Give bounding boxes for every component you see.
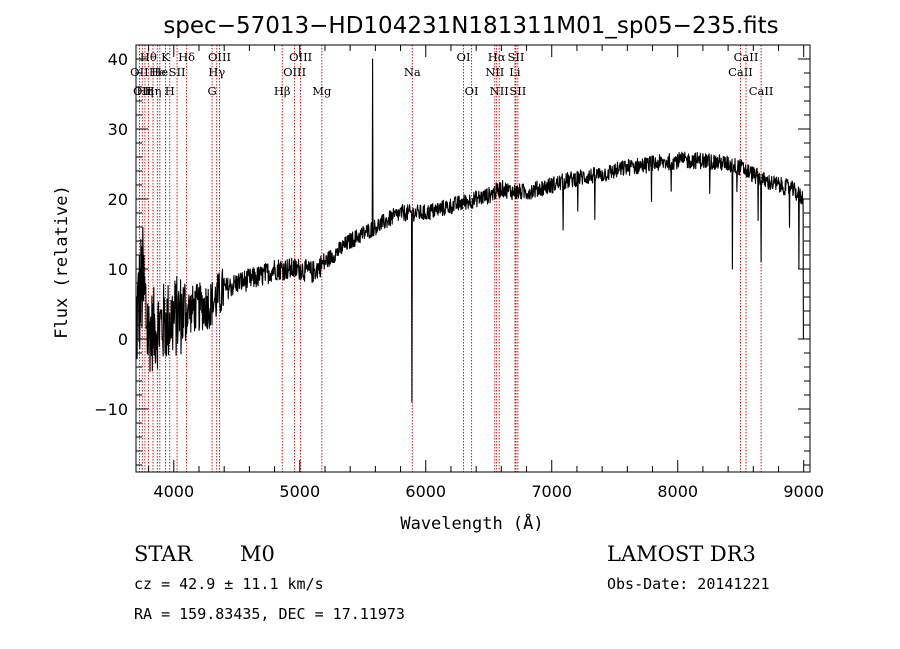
spectral-line-markers <box>138 45 762 472</box>
x-tick-label-5: 9000 <box>783 482 824 501</box>
redshift-velocity: cz = 42.9 ± 11.1 km/s <box>134 575 324 593</box>
spectral-line-label-5: He <box>149 65 166 79</box>
spectral-line-label-12: Hγ <box>208 65 225 79</box>
y-axis-ticks: −10 0 10 20 30 40 <box>94 44 810 466</box>
y-tick-label-5: 40 <box>108 50 128 69</box>
spectrum-flux-line <box>135 58 804 403</box>
y-tick-label-3: 20 <box>108 190 128 209</box>
spectral-line-label-7: K <box>161 50 170 64</box>
spectral-line-label-21: NII <box>485 65 504 79</box>
spectral-line-label-28: CaII <box>734 50 759 64</box>
spectral-line-label-20: OI <box>465 84 479 98</box>
x-tick-label-1: 5000 <box>279 482 320 501</box>
spectral-line-label-11: G <box>207 84 216 98</box>
x-axis-label: Wavelength (Å) <box>400 512 543 534</box>
spectral-line-label-29: CaII <box>749 84 774 98</box>
spectral-line-label-4: Hη <box>145 84 162 98</box>
spectral-line-label-18: Na <box>404 65 421 79</box>
spectral-line-label-25: SII <box>507 50 524 64</box>
plot-frame <box>135 44 811 473</box>
spectral-line-label-6: He <box>151 65 168 79</box>
x-tick-label-2: 6000 <box>405 482 446 501</box>
spectral-line-label-19: OI <box>457 50 471 64</box>
spectral-line-label-17: Mg <box>312 84 332 98</box>
y-tick-label-4: 30 <box>108 120 128 139</box>
spectral-line-label-8: H <box>165 84 175 98</box>
spectral-line-label-3: Hθ <box>140 50 157 64</box>
y-tick-label-1: 0 <box>118 330 128 349</box>
spectral-line-label-10: Hδ <box>178 50 195 64</box>
object-subclass: M0 <box>240 542 275 566</box>
spectral-line-label-0: OII <box>130 65 149 79</box>
spectral-line-label-24: Li <box>509 65 521 79</box>
y-tick-label-0: −10 <box>94 400 128 419</box>
spectral-line-label-23: NII <box>490 84 509 98</box>
y-tick-label-2: 10 <box>108 260 128 279</box>
spectral-line-label-22: Hα <box>488 50 506 64</box>
survey-name: LAMOST DR3 <box>607 542 756 566</box>
x-axis-ticks: 4000 5000 6000 7000 8000 9000 <box>148 45 824 501</box>
spectral-line-label-26: SII <box>509 84 526 98</box>
object-class: STAR <box>134 542 193 566</box>
spectral-line-label-14: Hβ <box>274 84 291 98</box>
x-tick-label-4: 8000 <box>657 482 698 501</box>
sky-coordinates: RA = 159.83435, DEC = 17.11973 <box>134 605 405 623</box>
chart-title: spec−57013−HD104231N181311M01_sp05−235.f… <box>163 13 778 39</box>
y-axis-label: Flux (relative) <box>52 185 72 339</box>
spectral-line-label-9: SII <box>169 65 186 79</box>
observation-date: Obs-Date: 20141221 <box>607 575 770 593</box>
spectral-line-label-13: OIII <box>208 50 231 64</box>
x-tick-label-3: 7000 <box>531 482 572 501</box>
spectral-line-labels: OIIOIIHηHθHηHeHeKHSIIHδGHγOIIIHβOIIIOIII… <box>130 50 773 98</box>
spectral-line-label-15: OIII <box>283 65 306 79</box>
spectral-line-label-16: OIII <box>289 50 312 64</box>
spectral-line-label-27: CaII <box>728 65 753 79</box>
x-tick-label-0: 4000 <box>153 482 194 501</box>
